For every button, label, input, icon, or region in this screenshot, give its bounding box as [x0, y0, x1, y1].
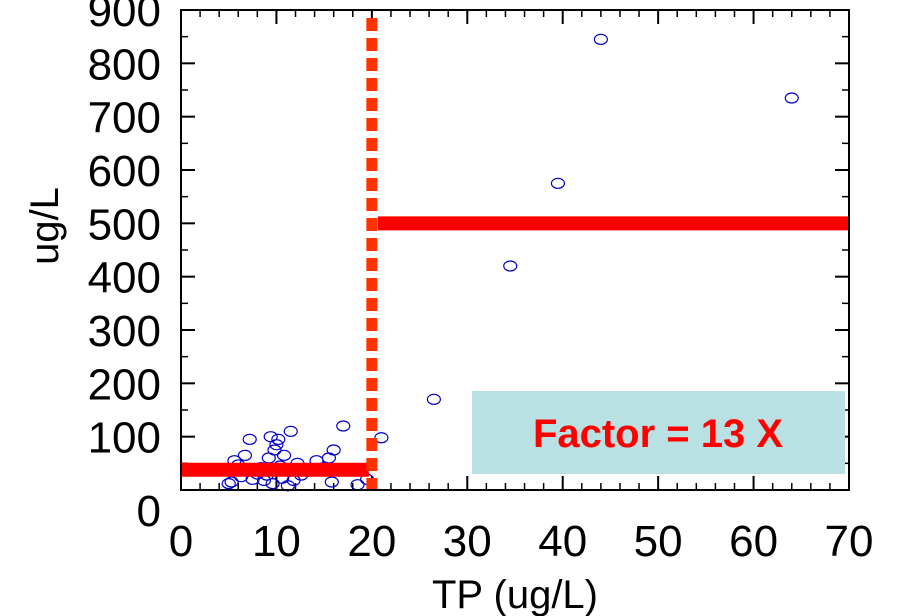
annotations	[181, 18, 849, 490]
y-tick-label: 300	[88, 307, 161, 356]
y-tick-label: 500	[88, 200, 161, 249]
data-point	[426, 393, 441, 405]
data-point	[324, 476, 339, 488]
tick-labels: 0 10 20 30 40 50 60 700100200300400500600700800…	[88, 0, 874, 566]
data-point	[503, 260, 518, 272]
data-point	[224, 476, 239, 488]
data-point	[265, 478, 280, 490]
factor-label: Factor = 13 X	[533, 412, 783, 456]
data-point	[326, 444, 341, 456]
y-tick-label: 200	[88, 360, 161, 409]
data-point	[550, 177, 566, 189]
data-point	[336, 420, 351, 432]
y-tick-label: 400	[88, 254, 161, 303]
x-tick-label: 60	[729, 517, 778, 566]
plot-frame	[180, 9, 850, 491]
y-tick-label: 100	[88, 414, 161, 463]
x-tick-label: 10	[252, 517, 301, 566]
factor-box	[472, 391, 845, 474]
y-tick-label: 0	[137, 487, 161, 536]
y-axis-title: ug/L	[23, 187, 67, 265]
data-point	[374, 432, 389, 444]
data-point	[784, 92, 799, 104]
y-axis-title-group: ug/L	[23, 187, 67, 265]
y-tick-label: 700	[88, 94, 161, 143]
x-tick-label: 0	[169, 517, 193, 566]
data-point	[269, 439, 284, 451]
x-axis-title: TP (ug/L)	[432, 573, 598, 616]
data-point	[271, 433, 286, 445]
x-tick-label: 30	[443, 517, 492, 566]
x-tick-label: 70	[825, 517, 874, 566]
data-point	[276, 449, 292, 461]
x-tick-label: 50	[634, 517, 683, 566]
x-tick-label: 40	[538, 517, 587, 566]
data-point	[221, 478, 236, 490]
data-point	[242, 433, 257, 445]
data-point	[593, 33, 608, 45]
data-point	[283, 425, 298, 437]
x-tick-label: 20	[347, 517, 396, 566]
y-tick-label: 600	[88, 147, 161, 196]
data-point	[237, 449, 253, 461]
y-tick-label: 900	[88, 0, 161, 36]
y-tick-label: 800	[88, 40, 161, 89]
data-point	[267, 444, 282, 456]
